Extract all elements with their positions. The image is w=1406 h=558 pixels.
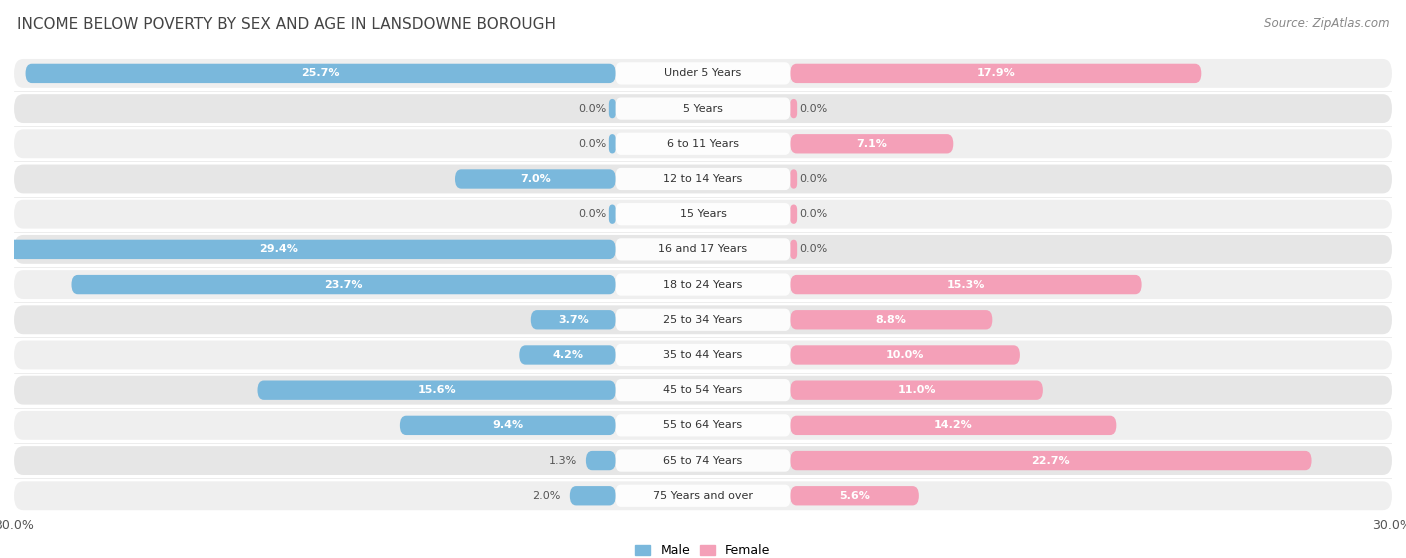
FancyBboxPatch shape — [616, 344, 790, 366]
Text: 18 to 24 Years: 18 to 24 Years — [664, 280, 742, 290]
Text: 3.7%: 3.7% — [558, 315, 589, 325]
FancyBboxPatch shape — [616, 414, 790, 436]
FancyBboxPatch shape — [14, 129, 1392, 158]
FancyBboxPatch shape — [519, 345, 616, 365]
Text: 0.0%: 0.0% — [800, 244, 828, 254]
Text: 11.0%: 11.0% — [897, 385, 936, 395]
FancyBboxPatch shape — [14, 376, 1392, 405]
Text: 75 Years and over: 75 Years and over — [652, 491, 754, 501]
Text: 4.2%: 4.2% — [553, 350, 583, 360]
Text: 17.9%: 17.9% — [976, 69, 1015, 78]
Text: 12 to 14 Years: 12 to 14 Years — [664, 174, 742, 184]
FancyBboxPatch shape — [14, 94, 1392, 123]
FancyBboxPatch shape — [25, 64, 616, 83]
FancyBboxPatch shape — [790, 134, 953, 153]
Legend: Male, Female: Male, Female — [630, 539, 776, 558]
FancyBboxPatch shape — [0, 240, 616, 259]
Text: 5 Years: 5 Years — [683, 104, 723, 114]
FancyBboxPatch shape — [609, 134, 616, 153]
Text: INCOME BELOW POVERTY BY SEX AND AGE IN LANSDOWNE BOROUGH: INCOME BELOW POVERTY BY SEX AND AGE IN L… — [17, 17, 555, 32]
Text: 35 to 44 Years: 35 to 44 Years — [664, 350, 742, 360]
FancyBboxPatch shape — [14, 482, 1392, 510]
Text: 0.0%: 0.0% — [800, 209, 828, 219]
Text: 7.0%: 7.0% — [520, 174, 551, 184]
FancyBboxPatch shape — [616, 450, 790, 472]
Text: 0.0%: 0.0% — [578, 104, 606, 114]
FancyBboxPatch shape — [616, 238, 790, 261]
Text: 7.1%: 7.1% — [856, 139, 887, 149]
Text: 55 to 64 Years: 55 to 64 Years — [664, 420, 742, 430]
FancyBboxPatch shape — [790, 275, 1142, 294]
Text: 22.7%: 22.7% — [1032, 455, 1070, 465]
Text: 0.0%: 0.0% — [800, 104, 828, 114]
FancyBboxPatch shape — [616, 168, 790, 190]
Text: 16 and 17 Years: 16 and 17 Years — [658, 244, 748, 254]
FancyBboxPatch shape — [790, 64, 1201, 83]
FancyBboxPatch shape — [586, 451, 616, 470]
Text: 8.8%: 8.8% — [876, 315, 907, 325]
FancyBboxPatch shape — [609, 205, 616, 224]
FancyBboxPatch shape — [616, 98, 790, 119]
Text: 15 Years: 15 Years — [679, 209, 727, 219]
FancyBboxPatch shape — [14, 446, 1392, 475]
FancyBboxPatch shape — [399, 416, 616, 435]
FancyBboxPatch shape — [569, 486, 616, 506]
FancyBboxPatch shape — [456, 169, 616, 189]
Text: 65 to 74 Years: 65 to 74 Years — [664, 455, 742, 465]
FancyBboxPatch shape — [616, 62, 790, 84]
Text: 5.6%: 5.6% — [839, 491, 870, 501]
FancyBboxPatch shape — [790, 169, 797, 189]
FancyBboxPatch shape — [14, 305, 1392, 334]
Text: 10.0%: 10.0% — [886, 350, 924, 360]
Text: 0.0%: 0.0% — [578, 209, 606, 219]
FancyBboxPatch shape — [616, 133, 790, 155]
Text: 45 to 54 Years: 45 to 54 Years — [664, 385, 742, 395]
Text: 15.6%: 15.6% — [418, 385, 456, 395]
Text: 25 to 34 Years: 25 to 34 Years — [664, 315, 742, 325]
FancyBboxPatch shape — [616, 273, 790, 296]
FancyBboxPatch shape — [790, 240, 797, 259]
FancyBboxPatch shape — [14, 200, 1392, 229]
Text: 0.0%: 0.0% — [800, 174, 828, 184]
FancyBboxPatch shape — [531, 310, 616, 329]
Text: 9.4%: 9.4% — [492, 420, 523, 430]
FancyBboxPatch shape — [616, 485, 790, 507]
Text: 14.2%: 14.2% — [934, 420, 973, 430]
FancyBboxPatch shape — [257, 381, 616, 400]
Text: 0.0%: 0.0% — [578, 139, 606, 149]
FancyBboxPatch shape — [790, 345, 1019, 365]
Text: 23.7%: 23.7% — [325, 280, 363, 290]
FancyBboxPatch shape — [790, 310, 993, 329]
FancyBboxPatch shape — [14, 59, 1392, 88]
Text: 29.4%: 29.4% — [259, 244, 298, 254]
Text: 2.0%: 2.0% — [533, 491, 561, 501]
FancyBboxPatch shape — [72, 275, 616, 294]
FancyBboxPatch shape — [14, 411, 1392, 440]
FancyBboxPatch shape — [790, 205, 797, 224]
FancyBboxPatch shape — [790, 451, 1312, 470]
Text: 1.3%: 1.3% — [548, 455, 576, 465]
FancyBboxPatch shape — [14, 165, 1392, 194]
Text: Under 5 Years: Under 5 Years — [665, 69, 741, 78]
FancyBboxPatch shape — [616, 203, 790, 225]
Text: 15.3%: 15.3% — [946, 280, 986, 290]
FancyBboxPatch shape — [14, 270, 1392, 299]
FancyBboxPatch shape — [790, 381, 1043, 400]
FancyBboxPatch shape — [14, 340, 1392, 369]
Text: 25.7%: 25.7% — [301, 69, 340, 78]
FancyBboxPatch shape — [616, 309, 790, 331]
FancyBboxPatch shape — [790, 99, 797, 118]
FancyBboxPatch shape — [790, 416, 1116, 435]
FancyBboxPatch shape — [14, 235, 1392, 264]
FancyBboxPatch shape — [790, 486, 920, 506]
FancyBboxPatch shape — [609, 99, 616, 118]
Text: 6 to 11 Years: 6 to 11 Years — [666, 139, 740, 149]
Text: Source: ZipAtlas.com: Source: ZipAtlas.com — [1264, 17, 1389, 30]
FancyBboxPatch shape — [616, 379, 790, 401]
